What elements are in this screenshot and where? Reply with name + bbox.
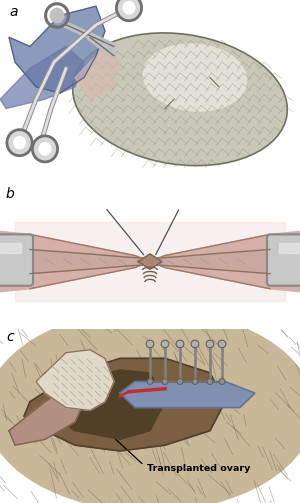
- Polygon shape: [0, 47, 84, 109]
- Polygon shape: [30, 249, 150, 274]
- Circle shape: [147, 379, 153, 384]
- Circle shape: [176, 340, 184, 348]
- Polygon shape: [75, 47, 120, 99]
- Polygon shape: [15, 222, 285, 301]
- Circle shape: [218, 340, 226, 348]
- Circle shape: [116, 0, 142, 21]
- Polygon shape: [279, 243, 300, 253]
- Circle shape: [206, 340, 214, 348]
- Polygon shape: [24, 358, 225, 451]
- Polygon shape: [9, 6, 105, 93]
- FancyBboxPatch shape: [0, 234, 33, 286]
- Polygon shape: [150, 231, 300, 292]
- Ellipse shape: [142, 43, 248, 112]
- Circle shape: [32, 136, 58, 162]
- FancyBboxPatch shape: [267, 234, 300, 286]
- Ellipse shape: [73, 33, 287, 165]
- Polygon shape: [45, 370, 165, 440]
- Text: a: a: [9, 5, 17, 19]
- Circle shape: [191, 340, 199, 348]
- Circle shape: [219, 379, 225, 384]
- Polygon shape: [120, 381, 255, 407]
- Circle shape: [38, 142, 52, 156]
- Circle shape: [50, 8, 64, 23]
- Circle shape: [7, 130, 32, 156]
- Circle shape: [177, 379, 183, 384]
- Circle shape: [13, 136, 26, 149]
- Polygon shape: [150, 249, 270, 274]
- Polygon shape: [138, 254, 162, 269]
- Polygon shape: [0, 243, 21, 253]
- Circle shape: [207, 379, 213, 384]
- Polygon shape: [9, 381, 84, 445]
- Circle shape: [146, 340, 154, 348]
- Text: b: b: [6, 187, 15, 201]
- Circle shape: [162, 379, 168, 384]
- Polygon shape: [36, 350, 114, 410]
- Polygon shape: [0, 231, 150, 292]
- Circle shape: [192, 379, 198, 384]
- Text: c: c: [6, 330, 14, 344]
- Ellipse shape: [0, 309, 300, 503]
- Circle shape: [122, 1, 136, 15]
- Text: Transplanted ovary: Transplanted ovary: [147, 464, 250, 473]
- Circle shape: [161, 340, 169, 348]
